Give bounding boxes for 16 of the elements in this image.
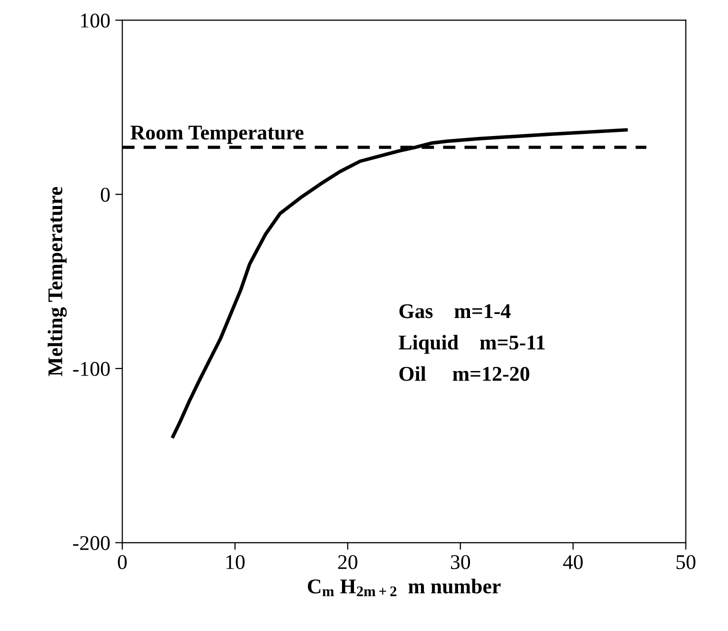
x-tick-label: 40 xyxy=(563,555,583,570)
y-tick-label: 100 xyxy=(81,14,110,28)
x-tick-label: 20 xyxy=(338,555,358,570)
x-tick-label: 50 xyxy=(676,555,696,570)
annotation: Liquid m=5-11 xyxy=(398,334,545,354)
annotation: Oil m=12-20 xyxy=(399,366,530,381)
x-axis-title: C$_{m}$ H$_{2m+2}$ m number xyxy=(308,578,501,596)
x-tick-label: 0 xyxy=(118,555,127,570)
ref-line-label: Room Temperature xyxy=(130,126,304,144)
y-tick-label: 0 xyxy=(100,188,110,202)
y-tick-label: -200 xyxy=(73,536,110,550)
y-tick-label: -100 xyxy=(73,362,110,376)
y-axis-title: Melting Temperature xyxy=(48,186,67,376)
annotation: Gas m=1-4 xyxy=(399,304,511,318)
x-tick-label: 30 xyxy=(450,555,470,570)
x-tick-label: 10 xyxy=(226,555,245,570)
